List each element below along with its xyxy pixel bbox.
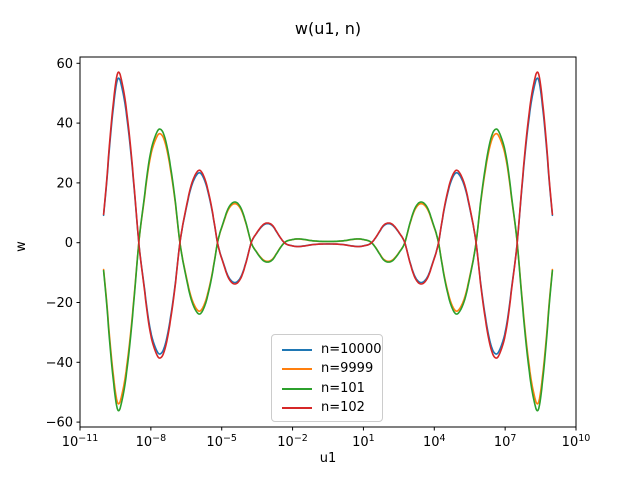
x-tick-label: 10−5 bbox=[206, 433, 237, 450]
x-tick-label: 10−11 bbox=[62, 433, 99, 450]
x-tick-label: 10−8 bbox=[136, 433, 167, 450]
legend: n=10000 n=9999 n=101 n=102 bbox=[271, 334, 383, 422]
y-tick-label: 40 bbox=[56, 117, 73, 132]
legend-label: n=101 bbox=[321, 380, 365, 396]
legend-line-sample bbox=[282, 348, 312, 351]
series-line-n-101 bbox=[102, 128, 554, 412]
y-axis: 60 40 20 0 −20 −40 −60 bbox=[46, 57, 80, 431]
legend-row: n=9999 bbox=[282, 360, 382, 380]
legend-label: n=10000 bbox=[321, 341, 382, 357]
legend-label: n=102 bbox=[321, 400, 365, 416]
axes-frame bbox=[79, 56, 577, 428]
y-tick-label: −40 bbox=[46, 356, 73, 371]
x-tick-label: 101 bbox=[352, 433, 375, 450]
y-tick-label: 0 bbox=[65, 236, 73, 251]
y-tick-label: 60 bbox=[56, 57, 73, 72]
x-tick-label: 1010 bbox=[562, 433, 591, 450]
y-tick-label: −20 bbox=[46, 296, 73, 311]
legend-row: n=101 bbox=[282, 379, 382, 399]
legend-line-sample bbox=[282, 368, 312, 371]
legend-label: n=9999 bbox=[321, 361, 374, 377]
series-line-n-102 bbox=[102, 71, 554, 359]
legend-line-sample bbox=[282, 387, 312, 390]
x-tick-label: 107 bbox=[494, 433, 517, 450]
x-axis: 10−11 10−8 10−5 10−2 101 104 107 1010 bbox=[62, 427, 591, 450]
x-axis-label: u1 bbox=[319, 451, 337, 466]
y-tick-label: −60 bbox=[46, 416, 73, 431]
x-tick-label: 10−2 bbox=[277, 433, 308, 450]
y-tick-label: 20 bbox=[56, 176, 73, 191]
series-lines bbox=[102, 71, 554, 412]
chart-title: w(u1, n) bbox=[294, 19, 362, 38]
legend-line-sample bbox=[282, 407, 312, 410]
legend-row: n=102 bbox=[282, 399, 382, 419]
y-axis-label: w bbox=[13, 241, 29, 252]
legend-row: n=10000 bbox=[282, 340, 382, 360]
x-tick-label: 104 bbox=[423, 433, 446, 450]
